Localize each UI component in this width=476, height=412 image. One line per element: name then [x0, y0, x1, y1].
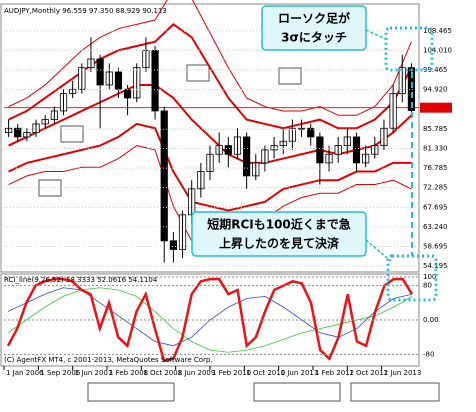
band-line — [8, 122, 412, 212]
legend-box — [350, 382, 440, 402]
x-tick-label: 1 Jun 2013 — [384, 369, 422, 377]
connector — [365, 239, 393, 263]
y-tick-label: 58.695 — [423, 242, 448, 250]
x-tick-label: 1 Jun 2009 — [178, 369, 216, 377]
callout-box — [191, 211, 367, 257]
y-tick-label: 63.240 — [423, 223, 448, 231]
y-tick-label: 76.785 — [423, 164, 448, 172]
x-tick-label: 1 Oct 2008 — [143, 369, 182, 377]
x-tick-label: 1 Feb 2012 — [315, 369, 354, 377]
y-tick-label: 104.010 — [423, 46, 452, 54]
callout-box — [261, 5, 367, 51]
y-tick-label: 81.330 — [423, 144, 448, 152]
rci-title: RCI_line(9,26,52) 58.3333 52.0616 54.110… — [4, 276, 158, 284]
x-tick-label: 1 Jun 2011 — [281, 369, 319, 377]
legend-box — [87, 382, 175, 402]
y-tick-label: -80 — [423, 350, 434, 358]
legend-box — [253, 382, 341, 402]
callout-text: 短期RCIも100近くまで急 — [207, 217, 351, 232]
x-tick-label: 1 Feb 2008 — [109, 369, 148, 377]
connector — [365, 29, 389, 41]
y-tick-label: 85.785 — [423, 125, 448, 133]
last-price-box — [420, 102, 452, 113]
rci-line — [6, 277, 414, 363]
y-tick-label: 72.285 — [423, 184, 448, 192]
y-tick-label: 80 — [423, 282, 432, 290]
y-tick-label: 108.465 — [423, 27, 452, 35]
callout-text: 上昇したのを見て決済 — [219, 236, 340, 251]
x-tick-label: 1 Jan 2006 — [6, 369, 44, 377]
y-tick-label: 67.695 — [423, 204, 448, 212]
callout-text: 3σにタッチ — [281, 31, 347, 45]
y-tick-label: 99.465 — [423, 66, 448, 74]
copyright: (C) AgentFX MT4, c 2001-2013, MetaQuotes… — [4, 356, 213, 364]
band-line — [8, 23, 413, 130]
x-tick-label: 1 Oct 2012 — [349, 369, 388, 377]
band-line — [8, 83, 413, 164]
y-tick-label: 94.920 — [423, 86, 448, 94]
x-tick-label: 1 Sep 2006 — [40, 369, 80, 377]
callout-text: ローソク足が — [278, 11, 350, 26]
x-tick-label: 1 Oct 2010 — [246, 369, 285, 377]
annotation-box — [186, 64, 210, 82]
annotation-box — [60, 125, 84, 143]
price-title: AUDJPY,Monthly 96.559 97.350 88.929 90.1… — [4, 7, 167, 15]
highlight — [386, 254, 438, 302]
y-tick-label: 0.00 — [423, 316, 439, 324]
y-tick-label: 54.195 — [423, 262, 448, 270]
x-tick-label: 1 Jun 2007 — [75, 369, 113, 377]
x-tick-label: 1 Feb 2010 — [212, 369, 251, 377]
annotation-box — [278, 67, 302, 85]
rci-line — [7, 287, 413, 353]
band-line — [8, 0, 412, 116]
y-tick-label: 100 — [423, 273, 436, 281]
highlight — [384, 26, 434, 72]
